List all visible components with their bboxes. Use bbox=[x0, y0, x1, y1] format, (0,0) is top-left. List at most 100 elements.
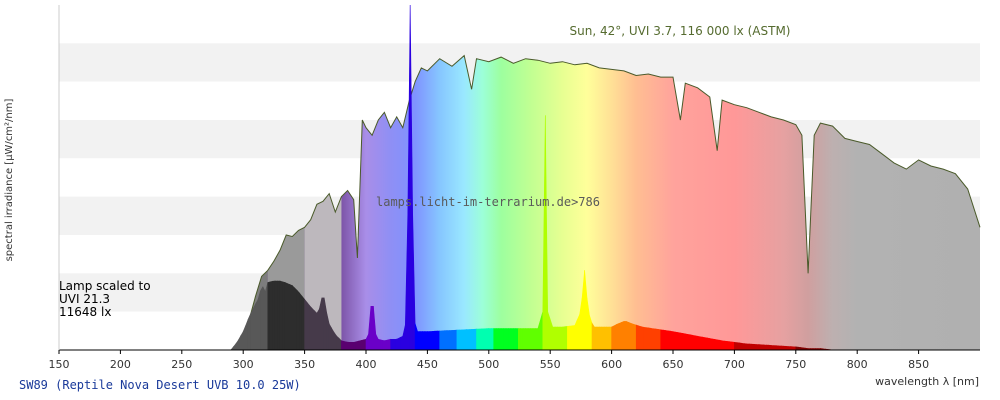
lamp-spectrum-bin bbox=[571, 325, 576, 351]
lamp-spectrum-bin bbox=[633, 323, 637, 351]
lamp-spectrum-bin bbox=[328, 322, 332, 351]
lamp-spectrum-bin bbox=[382, 340, 386, 351]
lamp-spectrum-bin bbox=[635, 324, 639, 351]
lamp-spectrum-bin bbox=[680, 332, 684, 351]
lamp-spectrum-bin bbox=[360, 339, 364, 351]
lamp-spectrum-bin bbox=[765, 344, 770, 351]
lamp-spectrum-bin bbox=[734, 341, 738, 351]
lamp-spectrum-bin bbox=[282, 281, 286, 351]
lamp-spectrum-bin bbox=[625, 320, 630, 351]
lamp-spectrum-bin bbox=[684, 333, 689, 351]
lamp-spectrum-bin bbox=[567, 325, 571, 351]
x-tick-label: 600 bbox=[601, 358, 622, 371]
lamp-spectrum-bin bbox=[309, 304, 313, 351]
lamp-spectrum-bin bbox=[331, 327, 335, 351]
lamp-spectrum-bin bbox=[299, 292, 303, 351]
lamp-spectrum-bin bbox=[441, 330, 445, 351]
lamp-spectrum-bin bbox=[390, 338, 394, 351]
lamp-spectrum-bin bbox=[783, 345, 787, 351]
lamp-spectrum-bin bbox=[348, 341, 352, 351]
lamp-spectrum-bin bbox=[245, 319, 249, 351]
lamp-spectrum-bin bbox=[481, 328, 485, 351]
lamp-spectrum-bin bbox=[724, 340, 728, 351]
lamp-spectrum-bin bbox=[687, 334, 691, 351]
lamp-spectrum-bin bbox=[773, 345, 777, 351]
lamp-spectrum-bin bbox=[675, 331, 679, 351]
lamp-spectrum-bin bbox=[287, 283, 291, 351]
lamp-spectrum-bin bbox=[699, 336, 703, 351]
x-tick-label: 400 bbox=[356, 358, 377, 371]
lamp-spectrum-bin bbox=[262, 286, 266, 351]
lamp-spectrum-bin bbox=[461, 329, 465, 351]
lamp-spectrum-bin bbox=[397, 336, 401, 351]
lamp-spectrum-bin bbox=[473, 328, 477, 351]
lamp-spectrum-bin bbox=[645, 327, 649, 351]
x-tick-label: 550 bbox=[540, 358, 561, 371]
lamp-spectrum-bin bbox=[704, 337, 708, 351]
lamp-spectrum-bin bbox=[753, 343, 757, 351]
lamp-spectrum-bin bbox=[525, 328, 529, 351]
y-axis-label: spectral irradiance [µW/cm²/nm] bbox=[4, 98, 15, 261]
lamp-spectrum-bin bbox=[392, 338, 396, 351]
lamp-spectrum-bin bbox=[743, 343, 748, 351]
lamp-spectrum-bin bbox=[650, 327, 654, 351]
lamp-spectrum-bin bbox=[483, 328, 487, 351]
lamp-spectrum-bin bbox=[436, 330, 441, 351]
lamp-spectrum-bin bbox=[417, 331, 421, 351]
lamp-spectrum-bin bbox=[763, 344, 767, 351]
lamp-spectrum-bin bbox=[458, 329, 463, 351]
lamp-spectrum-bin bbox=[439, 330, 443, 351]
lamp-spectrum-bin bbox=[500, 328, 504, 351]
lamp-spectrum-bin bbox=[535, 328, 539, 351]
lamp-spectrum-bin bbox=[630, 322, 635, 351]
lamp-spectrum-bin bbox=[628, 321, 632, 351]
lamp-spectrum-bin bbox=[770, 345, 775, 351]
lamp-spectrum-bin bbox=[559, 326, 563, 351]
lamp-spectrum-bin bbox=[711, 338, 716, 351]
lamp-spectrum-bin bbox=[640, 326, 644, 351]
lamp-spectrum-bin bbox=[387, 338, 391, 351]
x-axis-label: wavelength λ [nm] bbox=[875, 375, 979, 388]
lamp-spectrum-bin bbox=[751, 343, 755, 351]
lamp-spectrum-bin bbox=[485, 328, 490, 351]
lamp-spectrum-bin bbox=[697, 335, 701, 351]
lamp-spectrum-bin bbox=[761, 344, 765, 351]
lamp-spectrum-bin bbox=[380, 339, 384, 351]
lamp-spectrum-bin bbox=[422, 331, 426, 351]
lamp-spectrum-bin bbox=[611, 325, 615, 351]
lamp-spectrum-bin bbox=[343, 341, 347, 351]
lamp-spectrum-bin bbox=[350, 341, 355, 351]
lamp-spectrum-bin bbox=[729, 341, 733, 351]
lamp-spectrum-bin bbox=[304, 298, 308, 351]
lamp-spectrum-bin bbox=[522, 328, 526, 351]
lamp-spectrum-bin bbox=[603, 326, 608, 351]
lamp-spectrum-bin bbox=[444, 330, 448, 351]
lamp-spectrum-bin bbox=[250, 308, 254, 351]
lamp-spectrum-bin bbox=[311, 307, 315, 351]
lamp-spectrum-bin bbox=[478, 328, 482, 351]
x-tick-label: 850 bbox=[908, 358, 929, 371]
lamp-spectrum-bin bbox=[341, 340, 345, 351]
lamp-spectrum-bin bbox=[419, 331, 423, 351]
lamp-spectrum-bin bbox=[306, 301, 310, 351]
lamp-spectrum-bin bbox=[638, 325, 642, 351]
lamp-spectrum-bin bbox=[677, 332, 681, 351]
lamp-spectrum-bin bbox=[269, 280, 274, 351]
lamp-spectrum-bin bbox=[702, 336, 706, 351]
lamp-spectrum-bin bbox=[260, 286, 264, 351]
lamp-spectrum-bin bbox=[741, 342, 745, 351]
lamp-spectrum-bin bbox=[613, 323, 617, 351]
lamp-spectrum-bin bbox=[714, 339, 718, 351]
lamp-spectrum-bin bbox=[672, 331, 676, 351]
x-tick-label: 300 bbox=[233, 358, 254, 371]
lamp-spectrum-bin bbox=[775, 345, 779, 351]
lamp-spectrum-bin bbox=[451, 329, 455, 351]
lamp-spectrum-bin bbox=[495, 328, 499, 351]
lamp-spectrum-bin bbox=[247, 313, 251, 351]
lamp-spectrum-bin bbox=[370, 305, 374, 351]
lamp-spectrum-bin bbox=[655, 328, 659, 351]
lamp-spectrum-bin bbox=[653, 328, 657, 351]
lamp-spectrum-bin bbox=[554, 326, 558, 351]
lamp-spectrum-bin bbox=[427, 331, 431, 351]
lamp-spectrum-bin bbox=[279, 280, 283, 351]
